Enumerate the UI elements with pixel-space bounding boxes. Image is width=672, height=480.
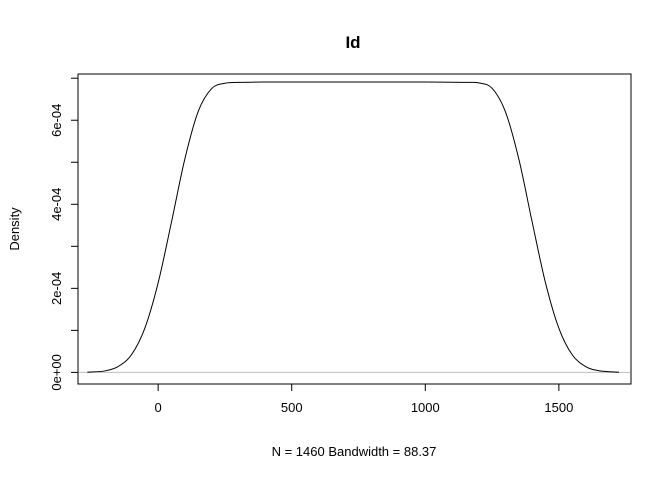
y-tick-label: 4e-04	[49, 188, 64, 221]
y-axis-label: Density	[7, 207, 22, 251]
x-axis-label: N = 1460 Bandwidth = 88.37	[272, 444, 437, 459]
x-axis: 0 500 1000 1500	[155, 383, 573, 415]
y-tick-label: 0e+00	[49, 354, 64, 391]
x-tick-label: 500	[281, 400, 303, 415]
x-tick-label: 1000	[411, 400, 440, 415]
x-tick-label: 0	[155, 400, 162, 415]
y-tick-label: 6e-04	[49, 104, 64, 137]
y-tick-label: 2e-04	[49, 272, 64, 305]
x-tick-label: 1500	[544, 400, 573, 415]
chart-title: Id	[345, 33, 360, 52]
density-curve	[87, 81, 620, 373]
y-axis: 0e+00 2e-04 4e-04 6e-04	[49, 77, 79, 391]
plot-box	[77, 73, 632, 385]
